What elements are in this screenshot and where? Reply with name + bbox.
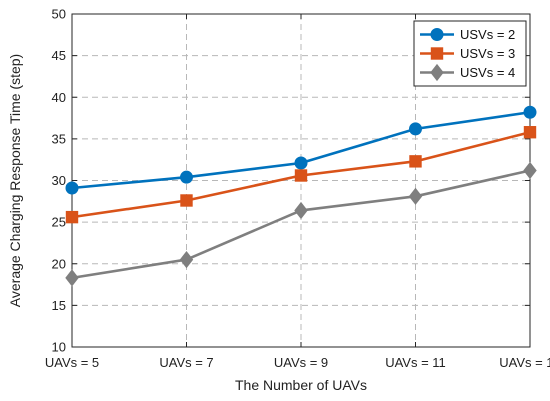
legend-item: USVs = 2 (420, 27, 515, 42)
y-tick-label: 35 (52, 131, 66, 146)
data-point (523, 126, 537, 139)
x-tick-label: UAVs = 5 (45, 355, 99, 370)
data-point (294, 169, 308, 182)
y-tick-label: 15 (52, 298, 66, 313)
series-1 (65, 105, 537, 195)
data-point (408, 187, 423, 205)
legend-marker (430, 63, 444, 82)
data-point (179, 250, 194, 269)
x-tick-label: UAVs = 9 (274, 355, 328, 370)
legend-marker (430, 47, 444, 60)
y-tick-label: 50 (52, 7, 66, 22)
x-axis-label: The Number of UAVs (235, 377, 367, 393)
y-tick-label: 40 (52, 90, 66, 105)
data-point (294, 201, 308, 220)
legend-item: USVs = 3 (420, 46, 515, 61)
data-point (180, 194, 193, 207)
y-tick-label: 25 (52, 215, 66, 230)
y-tick-label: 10 (52, 340, 66, 355)
x-tick-label: UAVs = 11 (385, 355, 446, 370)
legend-label: USVs = 4 (460, 65, 515, 80)
legend-item: USVs = 4 (420, 63, 515, 82)
y-tick-label: 30 (52, 173, 66, 188)
data-point (294, 156, 308, 170)
series-2 (65, 126, 537, 224)
legend-marker (430, 28, 444, 41)
y-tick-label: 45 (52, 48, 66, 63)
legend-label: USVs = 3 (460, 46, 515, 61)
x-axis-ticks: UAVs = 5 UAVs = 7 UAVs = 9 UAVs = 11 UAVs = … (45, 14, 550, 370)
y-axis-label: Average Charging Response Time (step) (7, 54, 23, 307)
data-point (409, 155, 422, 168)
data-point (65, 269, 79, 287)
y-axis-ticks: 10 15 20 25 30 35 40 45 50 (52, 7, 530, 355)
data-point (65, 181, 79, 195)
data-point (180, 170, 193, 184)
x-tick-label: UAVs = 7 (159, 355, 213, 370)
data-point (523, 105, 537, 119)
x-tick-label: UAVs = 13 (499, 355, 550, 370)
data-point (523, 161, 537, 180)
series-3 (65, 161, 537, 287)
legend: USVs = 2 USVs = 3 USVs = 4 (413, 20, 527, 87)
data-point (65, 210, 79, 224)
y-tick-label: 20 (52, 256, 66, 271)
data-series (65, 105, 537, 287)
legend-label: USVs = 2 (460, 27, 515, 42)
data-point (409, 122, 422, 136)
